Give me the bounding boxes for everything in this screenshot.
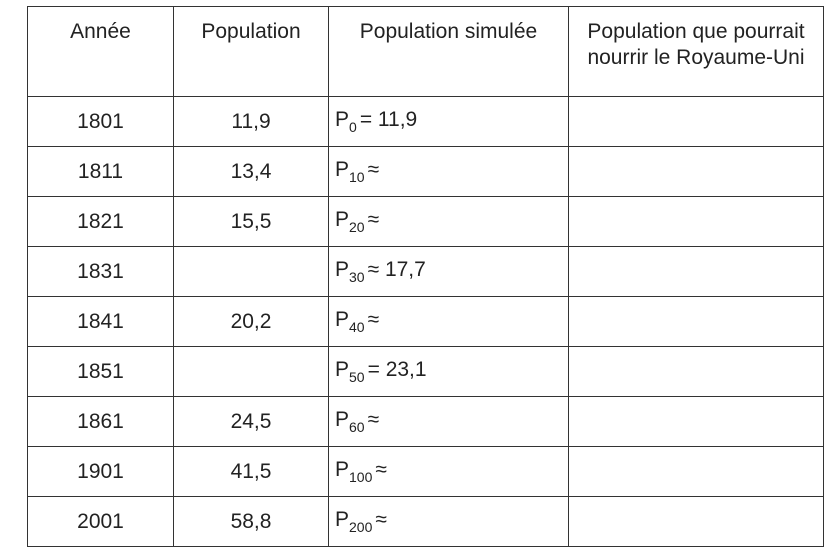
simulated-cell: P200 ≈: [328, 496, 569, 547]
capacity-cell[interactable]: [568, 146, 824, 197]
simulated-cell: P50 = 23,1: [328, 346, 569, 397]
capacity-cell[interactable]: [568, 496, 824, 547]
population-cell: 58,8: [173, 496, 329, 547]
population-cell: 11,9: [173, 96, 329, 147]
sim-symbol: P: [335, 208, 350, 231]
sim-index: 60: [349, 419, 365, 435]
sim-value: ≈: [367, 158, 380, 181]
population-cell: 20,2: [173, 296, 329, 347]
sim-value: ≈: [367, 408, 380, 431]
population-cell: 13,4: [173, 146, 329, 197]
year-cell: 1811: [27, 146, 174, 197]
population-cell: 24,5: [173, 396, 329, 447]
capacity-cell[interactable]: [568, 246, 824, 297]
simulated-cell: P40 ≈: [328, 296, 569, 347]
sim-value: ≈: [375, 508, 387, 531]
table-row: 1851 P50 = 23,1: [27, 346, 824, 397]
table-row: 2001 58,8 P200 ≈: [27, 496, 824, 547]
simulated-cell: P20 ≈: [328, 196, 569, 247]
sim-value: ≈ 17,7: [367, 258, 426, 281]
capacity-cell[interactable]: [568, 446, 824, 497]
header-row: Année Population Population simulée Popu…: [27, 6, 824, 97]
sim-symbol: P: [335, 258, 350, 281]
sim-symbol: P: [335, 108, 350, 131]
population-cell: 15,5: [173, 196, 329, 247]
year-cell: 1821: [27, 196, 174, 247]
simulated-cell: P30 ≈ 17,7: [328, 246, 569, 297]
table-row: 1831 P30 ≈ 17,7: [27, 246, 824, 297]
simulated-cell: P10 ≈: [328, 146, 569, 197]
year-cell: 1861: [27, 396, 174, 447]
population-cell: [173, 346, 329, 397]
population-cell: [173, 246, 329, 297]
year-cell: 1841: [27, 296, 174, 347]
sim-value: ≈: [367, 208, 380, 231]
capacity-cell[interactable]: [568, 196, 824, 247]
sim-value: = 23,1: [367, 358, 427, 381]
sim-index: 0: [349, 119, 357, 135]
capacity-cell[interactable]: [568, 296, 824, 347]
table-row: 1901 41,5 P100 ≈: [27, 446, 824, 497]
sim-symbol: P: [335, 508, 350, 531]
table-row: 1811 13,4 P10 ≈: [27, 146, 824, 197]
population-table: Année Population Population simulée Popu…: [27, 6, 824, 547]
sim-value: ≈: [367, 308, 380, 331]
year-cell: 1831: [27, 246, 174, 297]
population-cell: 41,5: [173, 446, 329, 497]
sim-index: 30: [349, 269, 365, 285]
sim-symbol: P: [335, 308, 350, 331]
sim-index: 10: [349, 169, 365, 185]
year-cell: 2001: [27, 496, 174, 547]
table-row: 1841 20,2 P40 ≈: [27, 296, 824, 347]
sim-index: 20: [349, 219, 365, 235]
header-year: Année: [27, 6, 174, 97]
capacity-cell[interactable]: [568, 396, 824, 447]
sim-value: = 11,9: [359, 108, 418, 131]
table-row: 1821 15,5 P20 ≈: [27, 196, 824, 247]
sim-value: ≈: [375, 458, 387, 481]
sim-index: 50: [349, 369, 365, 385]
sim-symbol: P: [335, 408, 350, 431]
header-capacity: Population que pourrait nourrir le Royau…: [568, 6, 824, 97]
header-simulated: Population simulée: [328, 6, 569, 97]
table-row: 1861 24,5 P60 ≈: [27, 396, 824, 447]
sim-index: 40: [349, 319, 365, 335]
year-cell: 1801: [27, 96, 174, 147]
header-population: Population: [173, 6, 329, 97]
table-row: 1801 11,9 P0 = 11,9: [27, 96, 824, 147]
sim-symbol: P: [335, 158, 350, 181]
sim-index: 100: [349, 469, 373, 485]
year-cell: 1851: [27, 346, 174, 397]
simulated-cell: P100 ≈: [328, 446, 569, 497]
sim-index: 200: [349, 519, 373, 535]
year-cell: 1901: [27, 446, 174, 497]
sim-symbol: P: [335, 458, 350, 481]
simulated-cell: P60 ≈: [328, 396, 569, 447]
simulated-cell: P0 = 11,9: [328, 96, 569, 147]
capacity-cell[interactable]: [568, 96, 824, 147]
capacity-cell[interactable]: [568, 346, 824, 397]
sim-symbol: P: [335, 358, 350, 381]
